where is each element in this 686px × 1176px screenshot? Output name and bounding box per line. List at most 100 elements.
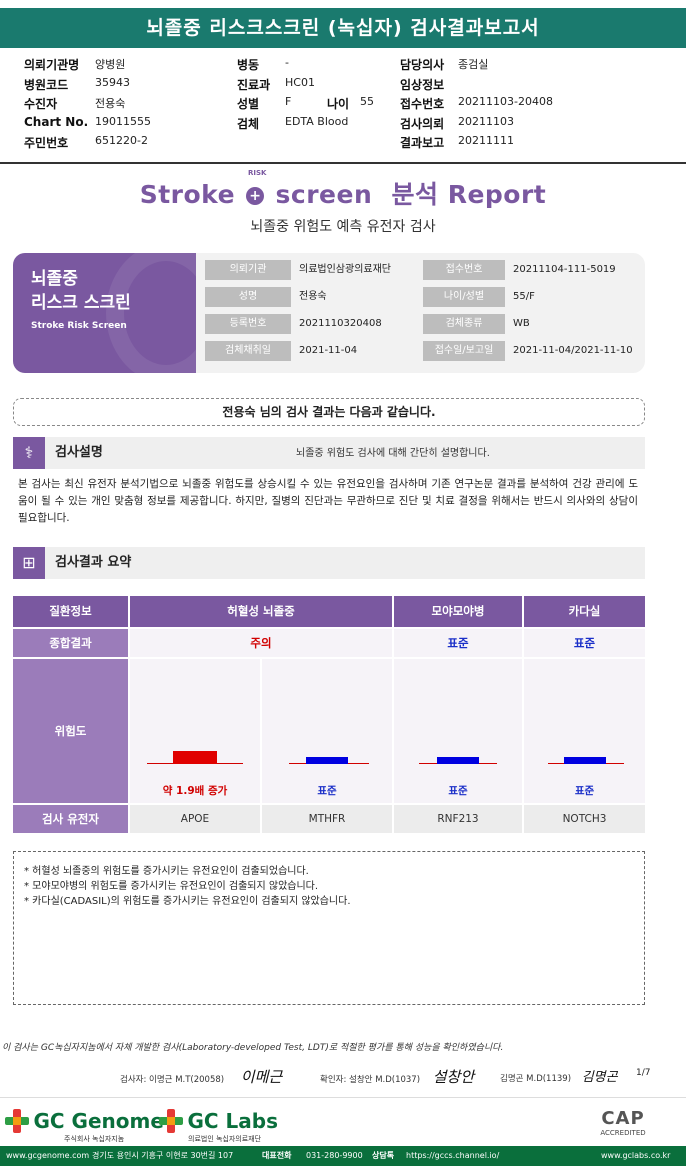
- footer-link[interactable]: https://gccs.channel.io/: [406, 1151, 500, 1160]
- risk-cell-notch3: 표준: [524, 659, 645, 803]
- header-value: 양병원: [95, 58, 126, 71]
- brand-screen: screen: [275, 180, 373, 209]
- gc-labs-logo: GC Labs 의료법인 녹십자의료재단: [158, 1108, 279, 1143]
- info-key: 등록번호: [205, 314, 291, 334]
- brand-logo: RISK Stroke + screen 분석 Report: [0, 169, 686, 211]
- plus-icon: +: [246, 187, 265, 205]
- divider: [0, 1097, 686, 1098]
- info-key: 검체채취일: [205, 341, 291, 361]
- decor-wave: [106, 253, 196, 373]
- card-title: 뇌졸중: [31, 269, 78, 289]
- result-table: 질환정보 허혈성 뇌졸중 모야모야병 카다실 종합결과 주의 표준 표준 위험도…: [13, 596, 645, 834]
- section-title: 검사설명: [55, 445, 103, 460]
- footer-link[interactable]: www.gcgenome.com: [6, 1151, 90, 1160]
- disease-name: 카다실: [524, 596, 645, 627]
- brand-stroke: Stroke: [139, 180, 236, 209]
- patient-header: 의뢰기관명 양병원 병동 - 담당의사 종검실 병원코드 35943 진료과 H…: [0, 52, 686, 164]
- signature: 이메근: [240, 1068, 283, 1086]
- info-key: 검체종류: [423, 314, 505, 334]
- brand-report: 분석 Report: [391, 180, 547, 209]
- header-value: 20211103: [458, 115, 514, 128]
- disease-name: 모야모야병: [394, 596, 522, 627]
- header-value: 20211111: [458, 134, 514, 147]
- header-key: 병동: [237, 58, 260, 72]
- ldt-note: 이 검사는 GC녹십자지놈에서 자체 개발한 검사(Laboratory-dev…: [2, 1043, 504, 1053]
- report-subtitle: 뇌졸중 위험도 예측 유전자 검사: [250, 219, 436, 235]
- info-key: 나이/성별: [423, 287, 505, 307]
- header-value: 전용숙: [95, 97, 126, 110]
- brand-risk: RISK: [248, 169, 267, 177]
- risk-cell-mthfr: 표준: [262, 659, 392, 803]
- page-number: 1/7: [636, 1068, 651, 1078]
- logo-subtext: 주식회사 녹십자지놈: [64, 1135, 125, 1143]
- footer-address: 경기도 용인시 기흥구 이현로 30번길 107: [92, 1151, 234, 1160]
- risk-label: 표준: [574, 785, 595, 797]
- gc-genome-logo: GC Genome 주식회사 녹십자지놈: [4, 1108, 164, 1143]
- risk-label: 약 1.9배 증가: [162, 785, 228, 797]
- header-value: -: [285, 56, 289, 69]
- folder-plus-icon: ⊞: [13, 547, 45, 579]
- header-value: F: [285, 95, 292, 108]
- card-title-en: Stroke Risk Screen: [31, 321, 127, 331]
- header-result: 종합결과: [13, 629, 128, 657]
- header-risk: 위험도: [13, 659, 128, 803]
- info-key: 접수번호: [423, 260, 505, 280]
- header-key: 수진자: [24, 97, 58, 111]
- header-key: 담당의사: [400, 58, 445, 72]
- header-value: 35943: [95, 76, 130, 89]
- result-banner: 전용숙 님의 검사 결과는 다음과 같습니다.: [13, 398, 645, 426]
- gc-cross-icon: [158, 1108, 184, 1134]
- card-title: 리스크 스크린: [31, 293, 131, 313]
- signature-block: 김명곤 M.D(1139) 김명곤: [500, 1066, 618, 1085]
- stethoscope-icon: ⚕: [13, 437, 45, 469]
- header-key: 결과보고: [400, 136, 445, 150]
- gene-name: APOE: [130, 805, 260, 833]
- footer-link[interactable]: www.gclabs.co.kr: [601, 1151, 671, 1160]
- footer-label: 대표전화: [262, 1151, 292, 1160]
- cap-subtext: ACCREDITED: [600, 1129, 646, 1137]
- signer-label: 확인자: 설창안 M.D(1037): [320, 1075, 421, 1085]
- header-key: 나이: [327, 97, 350, 111]
- section-title: 검사결과 요약: [55, 555, 132, 570]
- logo-text: GC Labs: [187, 1109, 279, 1133]
- section-subtitle: 뇌졸중 위험도 검사에 대해 간단히 설명합니다.: [296, 448, 490, 459]
- header-key: 병원코드: [24, 78, 69, 92]
- gc-cross-icon: [4, 1108, 30, 1134]
- risk-label: 표준: [448, 785, 468, 797]
- header-key: 주민번호: [24, 136, 69, 150]
- info-value: 2021-11-04/2021-11-10: [513, 345, 633, 356]
- footer-phone: 031-280-9900: [306, 1151, 363, 1160]
- section-description-header: ⚕ 검사설명 뇌졸중 위험도 검사에 대해 간단히 설명합니다.: [13, 437, 645, 469]
- note-line: * 모야모야병의 위험도를 증가시키는 유전요인이 검출되지 않았습니다.: [24, 881, 319, 892]
- info-key: 의뢰기관: [205, 260, 291, 280]
- overall-result: 표준: [394, 629, 522, 657]
- signature: 김명곤: [581, 1070, 618, 1085]
- footer-bar: www.gcgenome.com 경기도 용인시 기흥구 이현로 30번길 10…: [0, 1146, 686, 1166]
- header-gene: 검사 유전자: [13, 805, 128, 833]
- overall-result: 주의: [130, 629, 392, 657]
- info-value: 20211104-111-5019: [513, 264, 616, 275]
- notes-box: * 허혈성 뇌졸중의 위험도를 증가시키는 유전요인이 검출되었습니다. * 모…: [13, 851, 645, 1005]
- header-value: 종검실: [458, 58, 489, 71]
- section-summary-header: ⊞ 검사결과 요약: [13, 547, 645, 579]
- info-value: 전용숙: [299, 291, 327, 302]
- header-value: 55: [360, 95, 374, 108]
- info-value: 의료법인삼광의료재단: [299, 264, 391, 275]
- risk-bar: [173, 751, 217, 764]
- header-key: 검체: [237, 117, 260, 131]
- header-value: HC01: [285, 76, 315, 89]
- cap-text: CAP: [601, 1108, 645, 1129]
- header-key: 의뢰기관명: [24, 58, 80, 72]
- risk-bar: [437, 757, 479, 764]
- signature-block: 검사자: 이명근 M.T(20058) 이메근: [120, 1066, 282, 1087]
- info-value: 2021-11-04: [299, 345, 358, 356]
- header-key: Chart No.: [24, 115, 89, 129]
- cap-accredited-logo: CAP ACCREDITED: [588, 1108, 658, 1137]
- gene-name: RNF213: [394, 805, 522, 833]
- signature: 설창안: [432, 1068, 475, 1086]
- card-brand-panel: 뇌졸중 리스크 스크린 Stroke Risk Screen: [13, 253, 196, 373]
- header-value: 19011555: [95, 115, 151, 128]
- header-value: 20211103-20408: [458, 95, 553, 108]
- logo-text: GC Genome: [33, 1109, 164, 1133]
- signer-label: 김명곤 M.D(1139): [500, 1074, 572, 1084]
